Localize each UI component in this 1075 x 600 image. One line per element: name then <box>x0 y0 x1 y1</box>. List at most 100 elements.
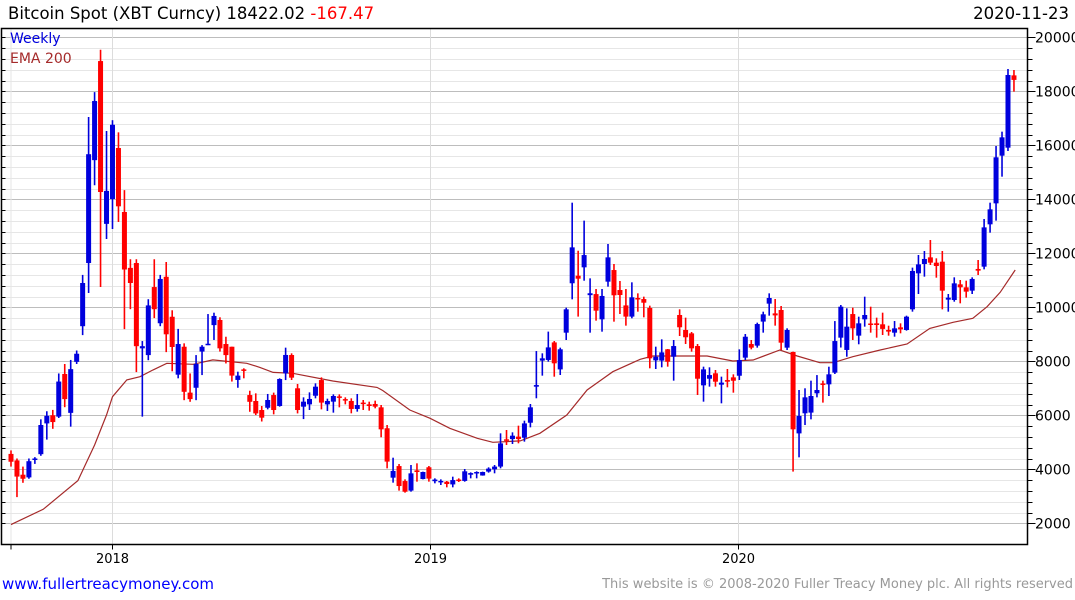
candle <box>181 343 187 401</box>
candle <box>1005 68 1011 151</box>
candle <box>115 132 121 222</box>
candle <box>211 312 217 340</box>
candle-body <box>420 472 426 480</box>
last-price: 18422.02 <box>226 4 306 23</box>
candle <box>730 374 736 393</box>
candle <box>80 274 86 336</box>
candle-body <box>712 373 718 382</box>
candle <box>659 339 665 368</box>
candle-body <box>557 349 563 370</box>
candle-body <box>605 257 611 282</box>
candle <box>545 331 551 362</box>
candle <box>342 397 348 405</box>
candle-body <box>533 385 539 387</box>
candle <box>617 281 623 314</box>
candle <box>814 375 820 398</box>
candle <box>933 258 939 278</box>
candle <box>826 366 832 396</box>
candle <box>229 346 235 382</box>
candle-body <box>74 353 80 362</box>
candle <box>98 49 104 288</box>
candle-body <box>312 386 318 396</box>
candle <box>247 390 253 412</box>
candle-body <box>247 395 253 402</box>
candle-body <box>193 364 199 388</box>
candle <box>456 478 462 482</box>
candle <box>32 457 38 464</box>
legend-frequency: Weekly <box>10 31 61 47</box>
x-tick-label: 2019 <box>414 552 447 567</box>
candle <box>981 219 987 270</box>
candle-body <box>277 379 283 407</box>
candle <box>838 305 844 348</box>
candle <box>372 400 378 409</box>
candle <box>880 312 886 336</box>
candle-body <box>844 326 850 350</box>
candle-body <box>957 284 963 288</box>
candle-body <box>486 468 492 472</box>
candle-body <box>545 347 551 360</box>
candle-body <box>223 344 229 356</box>
candle <box>175 328 181 379</box>
candle <box>736 349 742 380</box>
candle-body <box>826 374 832 385</box>
candle <box>265 393 271 410</box>
website-link[interactable]: www.fullertreacymoney.com <box>2 575 215 593</box>
candle <box>748 339 754 350</box>
candle <box>462 469 468 482</box>
candle-body <box>790 351 796 430</box>
candle-body <box>796 415 802 434</box>
candle-body <box>963 287 969 292</box>
candle <box>802 388 808 426</box>
candle-body <box>104 190 110 224</box>
y-tick-label: 14000 <box>1035 192 1075 208</box>
candle <box>504 429 510 445</box>
candle-body <box>987 209 993 225</box>
candle-body <box>68 369 74 413</box>
candle-body <box>551 342 557 364</box>
candle <box>539 353 545 376</box>
candle <box>50 409 56 429</box>
candle <box>963 280 969 298</box>
candle-body <box>814 390 820 394</box>
candle <box>360 399 366 410</box>
candle <box>86 116 92 293</box>
candle <box>312 383 318 399</box>
candle <box>444 480 450 488</box>
candle-body <box>760 314 766 322</box>
candle-body <box>778 310 784 343</box>
candle <box>318 377 324 410</box>
candle-body <box>229 346 235 376</box>
candle-body <box>468 473 474 475</box>
candle <box>348 398 354 414</box>
candle <box>492 465 498 474</box>
y-tick-label: 2000 <box>1035 516 1071 532</box>
candle <box>712 369 718 387</box>
candle-body <box>730 377 736 381</box>
candle-body <box>127 267 133 283</box>
candle-body <box>98 61 104 193</box>
candle <box>909 267 915 312</box>
candle-body <box>384 428 390 462</box>
candle <box>993 146 999 221</box>
candle-body <box>462 471 468 481</box>
candle-body <box>635 297 641 300</box>
candle-body <box>259 410 265 418</box>
candle-body <box>26 461 32 478</box>
candle-body <box>414 470 420 472</box>
candle-body <box>62 373 68 400</box>
candle <box>724 368 730 388</box>
candle <box>563 307 569 340</box>
candle <box>390 457 396 483</box>
candle-body <box>378 407 384 430</box>
candle-body <box>653 356 659 361</box>
candle <box>862 296 868 327</box>
candle-body <box>8 453 14 462</box>
candle-body <box>969 278 975 291</box>
y-tick-label: 4000 <box>1035 462 1071 478</box>
candle-body <box>993 157 999 204</box>
candle <box>277 378 283 407</box>
candle-body <box>151 287 157 310</box>
candle-body <box>909 270 915 310</box>
candle-body <box>933 262 939 266</box>
